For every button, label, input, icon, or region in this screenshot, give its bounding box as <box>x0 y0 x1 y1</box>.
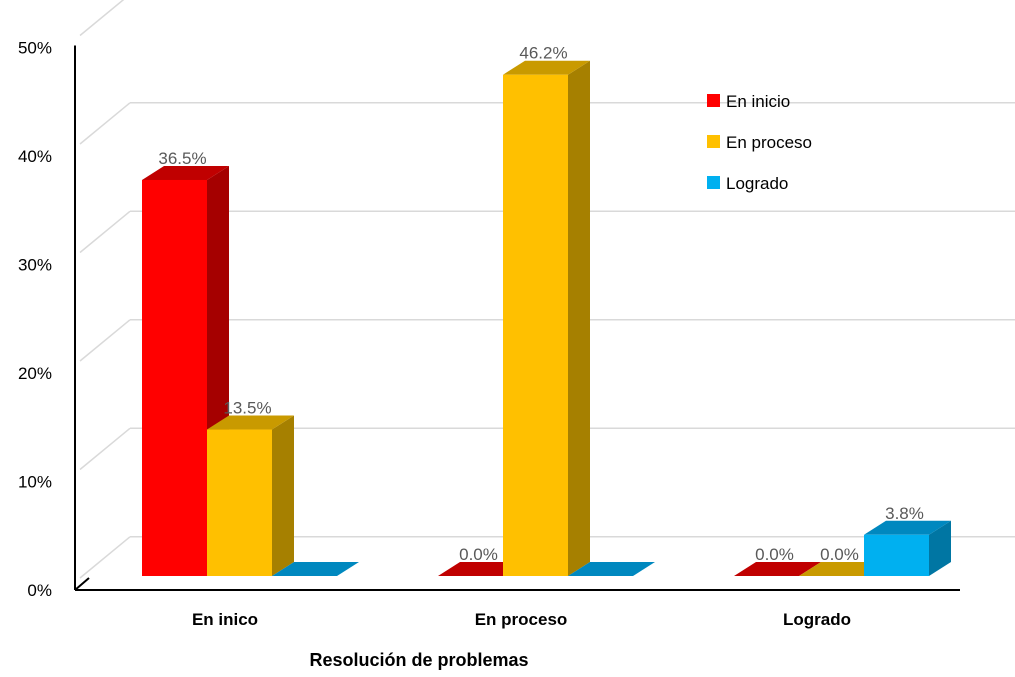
bar-front <box>503 74 568 576</box>
floor-edge <box>74 577 90 591</box>
bar-top <box>864 520 951 535</box>
bar-top <box>142 165 229 180</box>
gridline-diagonal-4 <box>79 102 131 145</box>
bar-top <box>207 415 294 430</box>
data-label-2-2: 3.8% <box>885 504 924 523</box>
bars <box>142 60 951 577</box>
axes <box>74 45 960 591</box>
legend-label-1: En proceso <box>726 133 812 152</box>
y-tick-label-1: 10% <box>18 473 52 492</box>
bar-front <box>864 534 929 576</box>
y-axis-ticks: 0% 10% 20% 30% 40% 50% <box>18 39 52 601</box>
gridline-diagonal-3 <box>79 210 131 254</box>
x-category-label-1: En proceso <box>475 610 568 629</box>
data-label-2-0: 0.0% <box>755 545 794 564</box>
gridline-diagonal-5 <box>79 0 125 37</box>
bar-front <box>142 179 207 576</box>
data-labels: 36.5% 13.5% 0.0% 46.2% 0.0% 0.0% 3.8% <box>158 44 923 564</box>
legend-label-2: Logrado <box>726 174 788 193</box>
y-tick-label-5: 50% <box>18 39 52 58</box>
bar-top <box>272 562 359 576</box>
bar-top <box>503 60 590 75</box>
bar-top <box>568 562 655 576</box>
x-axis-categories: En inico En proceso Logrado <box>192 610 851 629</box>
y-tick-label-0: 0% <box>27 581 52 600</box>
gridline-diagonal-0 <box>79 536 131 579</box>
legend-swatch-2 <box>707 176 720 189</box>
gridline-diagonal-2 <box>79 319 131 362</box>
data-label-1-0: 0.0% <box>459 545 498 564</box>
bar-2-2 <box>864 520 951 576</box>
bar-side <box>929 520 951 576</box>
bar-top <box>734 562 821 576</box>
bar-side <box>272 415 294 576</box>
data-label-2-1: 0.0% <box>820 545 859 564</box>
y-tick-label-2: 20% <box>18 364 52 383</box>
bar-0-1 <box>207 415 294 576</box>
legend-swatch-0 <box>707 94 720 107</box>
gridline-diagonal-1 <box>79 427 131 471</box>
y-tick-label-3: 30% <box>18 256 52 275</box>
legend-swatch-1 <box>707 135 720 148</box>
legend: En inicio En proceso Logrado <box>707 92 812 193</box>
bar-2-0 <box>734 562 821 576</box>
x-category-label-0: En inico <box>192 610 258 629</box>
x-category-label-2: Logrado <box>783 610 851 629</box>
y-tick-label-4: 40% <box>18 147 52 166</box>
bar-side <box>568 60 590 577</box>
x-axis-title: Resolución de problemas <box>309 650 528 670</box>
bar-0-2 <box>272 562 359 576</box>
bar-front <box>207 429 272 576</box>
bar-1-1 <box>503 60 590 577</box>
bar-1-2 <box>568 562 655 576</box>
legend-label-0: En inicio <box>726 92 790 111</box>
data-label-0-0: 36.5% <box>158 149 206 168</box>
data-label-0-1: 13.5% <box>223 399 271 418</box>
data-label-1-1: 46.2% <box>519 44 567 63</box>
